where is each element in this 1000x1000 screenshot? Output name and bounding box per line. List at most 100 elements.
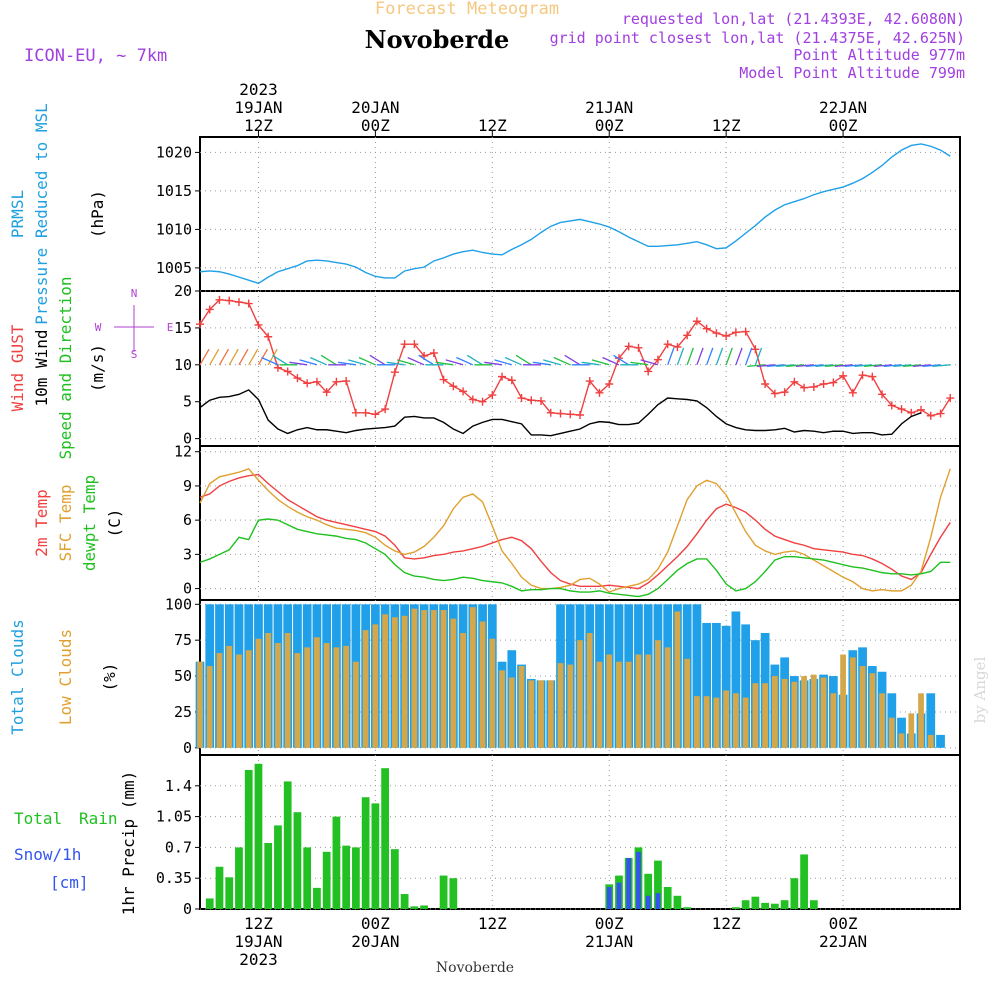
chart-title: Forecast Meteogram — [375, 0, 559, 19]
wind-direction-arrow — [494, 359, 512, 366]
wind-direction-arrow — [844, 364, 863, 368]
low-cloud-bar — [762, 683, 768, 748]
gust-point — [926, 411, 935, 420]
low-cloud-bar — [616, 661, 622, 748]
wind-direction-arrow — [267, 348, 278, 366]
low-cloud-bar — [694, 696, 700, 748]
low-cloud-bar — [859, 666, 866, 748]
gust-point — [722, 332, 731, 341]
snow-unit-label: [cm] — [50, 873, 89, 892]
wind-direction-arrow — [815, 364, 834, 368]
gust-point — [498, 372, 507, 381]
gust-point — [790, 377, 799, 386]
y-tick-label: 9 — [183, 477, 192, 495]
low-cloud-bar — [752, 683, 759, 748]
y-tick-label: 1.05 — [156, 808, 192, 826]
low-cloud-bar — [606, 654, 613, 748]
rain-bar — [780, 900, 789, 909]
gust-point — [653, 355, 662, 364]
rain-bar — [400, 894, 409, 909]
compass-cross — [114, 305, 154, 352]
low-cloud-bar — [781, 678, 788, 748]
top-time-tick-label: 19JAN — [234, 98, 282, 117]
gust-point — [234, 298, 243, 307]
rain-bar — [381, 768, 389, 909]
t2m-line — [199, 473, 951, 590]
rain-bar — [283, 781, 292, 909]
total-cloud-bar — [897, 717, 906, 748]
wind-direction-arrow — [515, 354, 532, 366]
bottom-time-tick-label: 12Z — [244, 914, 273, 933]
rain-bar — [332, 816, 341, 909]
gust-point — [634, 343, 643, 352]
y-tick-label: 12 — [174, 443, 192, 461]
low-cloud-bar — [538, 680, 544, 748]
top-time-tick-label: 12Z — [244, 116, 273, 135]
bottom-time-tick-label: 12Z — [478, 914, 507, 933]
bottom-time-tick-label: 22JAN — [819, 932, 867, 951]
sfc-temp-line — [199, 467, 951, 593]
gust-point — [273, 363, 282, 372]
wind-direction-arrow — [238, 348, 249, 366]
gust-point — [829, 378, 838, 387]
low-cloud-bar — [226, 645, 233, 748]
gust-point — [741, 327, 750, 336]
wind-direction-arrow — [786, 364, 805, 368]
panel-frame-precipitation — [199, 754, 961, 910]
y-tick-label: 1.4 — [165, 777, 192, 795]
low-cloud-bar — [849, 657, 856, 748]
gust-point — [731, 328, 740, 337]
low-cloud-bar — [479, 621, 486, 748]
y-tick-label: 15 — [174, 319, 192, 337]
rain-bar — [254, 763, 263, 909]
gust-point — [517, 394, 526, 403]
snow-label: Snow/1h — [14, 845, 81, 864]
gust-point — [576, 411, 584, 419]
y-tick-label: 75 — [174, 631, 192, 649]
low-cloud-bar — [664, 647, 671, 748]
low-cloud-bar — [284, 633, 291, 748]
wind-direction-arrow — [435, 361, 454, 366]
gust-point — [712, 329, 721, 338]
wind-direction-arrow — [543, 359, 561, 366]
low-cloud-bar — [450, 618, 457, 748]
rain-bar — [420, 905, 428, 909]
low-cloud-bar — [674, 611, 681, 748]
low-cloud-bar — [801, 676, 807, 748]
gust-point — [283, 367, 292, 376]
footer-location: Novoberde — [436, 960, 514, 976]
wind-direction-arrow — [591, 359, 610, 366]
low-cloud-bar — [547, 680, 554, 748]
compass-e: E — [167, 321, 174, 334]
gust-point — [946, 394, 955, 403]
rain-bar — [644, 873, 653, 909]
gust-point — [429, 349, 438, 357]
t2m-axis-label: 2m Temp — [32, 489, 51, 556]
y-tick-label: 1015 — [156, 182, 192, 200]
wind10m-axis-label: 10m Wind — [32, 329, 51, 406]
wind-direction-arrow — [218, 348, 230, 366]
low-cloud-bar — [508, 677, 515, 748]
precip-axis-label: 1hr Precip (mm) — [119, 771, 138, 916]
gust-point — [624, 342, 633, 351]
gust-point — [605, 380, 614, 388]
low-cloud-bar — [713, 697, 720, 748]
gust-point — [371, 410, 380, 419]
total-cloud-bar — [692, 604, 702, 748]
gust-point — [868, 372, 877, 381]
wind-direction-arrow — [766, 364, 785, 368]
low-cloud-bar — [304, 647, 311, 748]
gust-point — [780, 388, 789, 397]
rain-bar — [215, 866, 224, 909]
dewpt-axis-label: dewpt Temp — [80, 475, 99, 571]
y-tick-label: 0 — [183, 900, 192, 918]
wind-direction-arrow — [912, 364, 931, 368]
total-cloud-bar — [721, 625, 731, 748]
wind-direction-arrow — [932, 364, 951, 368]
low-cloud-bar — [772, 676, 778, 748]
gust-point — [692, 317, 701, 326]
total-cloud-bar — [731, 611, 741, 748]
low-cloud-bar — [596, 661, 603, 748]
wind-direction-arrow — [309, 356, 327, 366]
